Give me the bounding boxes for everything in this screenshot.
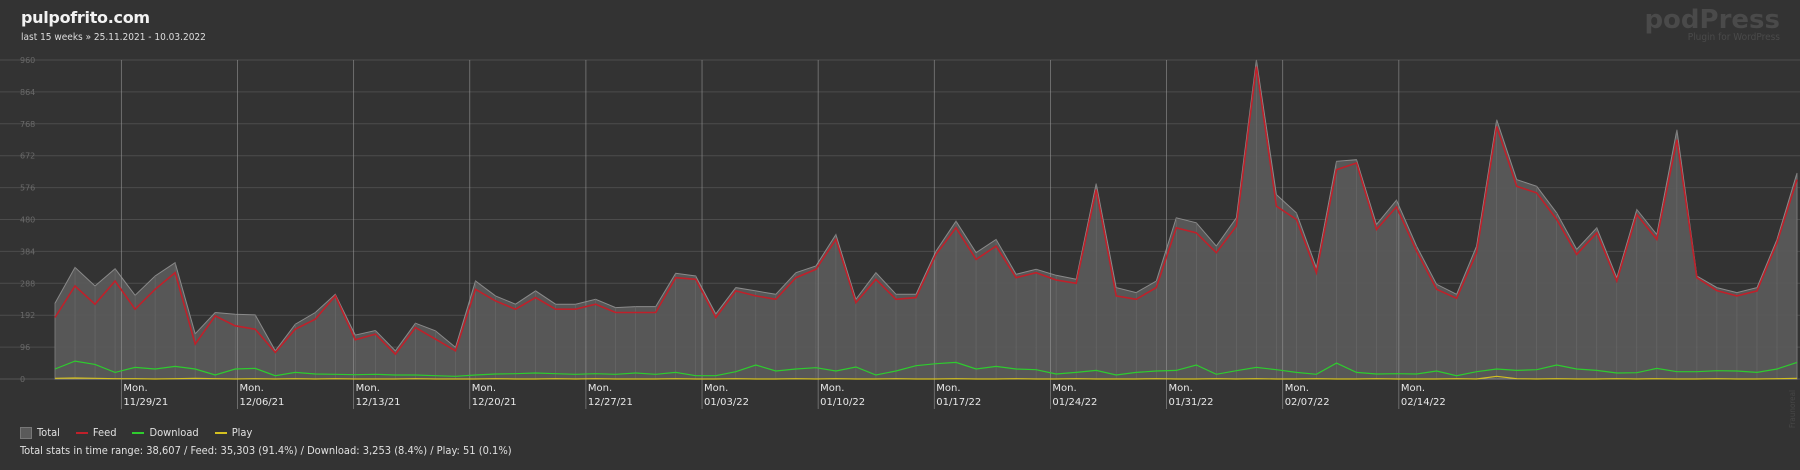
y-tick-label-10: 960 [20,56,35,65]
podpress-brand: podPress Plugin for WordPress [1644,4,1780,43]
x-tick-date-4: 12/27/21 [588,397,633,408]
feed-swatch-icon [75,431,88,434]
play-swatch-icon [214,431,227,434]
date-range-subtitle: last 15 weeks » 25.11.2021 - 10.03.2022 [21,32,206,43]
y-tick-label-9: 864 [20,88,35,97]
x-tick-day-0: Mon. [123,383,147,394]
x-tick-date-8: 01/24/22 [1052,397,1097,408]
y-tick-label-1: 96 [20,343,30,352]
brand-tagline: Plugin for WordPress [1687,32,1780,43]
y-tick-label-7: 672 [20,152,35,161]
x-tick-day-2: Mon. [356,383,380,394]
side-watermark: Fraunoreal [1788,390,1797,429]
x-tick-date-7: 01/17/22 [936,397,981,408]
download-swatch-icon [132,431,145,434]
feed-line [54,66,1798,356]
y-tick-label-3: 288 [20,279,35,288]
day-separators [54,60,1798,379]
y-axis-ticks: 0 96 192 288 384 480 576 672 768 864 960 [20,56,35,384]
y-tick-label-5: 480 [20,216,35,225]
x-tick-day-11: Mon. [1401,383,1425,394]
total-swatch-icon [20,426,32,439]
x-tick-date-5: 01/03/22 [704,397,749,408]
x-tick-day-8: Mon. [1052,383,1076,394]
x-tick-date-0: 11/29/21 [123,397,168,408]
legend-total[interactable]: Total [20,426,60,439]
x-tick-day-5: Mon. [704,383,728,394]
x-tick-day-9: Mon. [1169,383,1193,394]
x-tick-date-2: 12/13/21 [356,397,401,408]
y-tick-label-0: 0 [20,375,25,384]
brand-name: podPress [1644,5,1780,35]
week-markers [120,60,1400,409]
x-tick-date-1: 12/06/21 [239,397,284,408]
x-tick-day-1: Mon. [239,383,263,394]
legend-download-label: Download [149,426,199,439]
x-tick-date-11: 02/14/22 [1401,397,1446,408]
legend-play-label: Play [231,426,253,439]
legend-play[interactable]: Play [214,426,253,439]
download-line [54,360,1798,377]
x-tick-day-3: Mon. [472,383,496,394]
legend-feed[interactable]: Feed [75,426,117,439]
y-tick-label-4: 384 [20,247,35,256]
x-tick-date-3: 12/20/21 [472,397,517,408]
x-tick-day-10: Mon. [1285,383,1309,394]
y-tick-label-8: 768 [20,120,35,129]
series-lines [54,66,1798,380]
play-line [54,375,1798,380]
y-tick-label-2: 192 [20,311,35,320]
x-tick-date-6: 01/10/22 [820,397,865,408]
x-axis-ticks: Mon. 11/29/21 Mon. 12/06/21 Mon. 12/13/21 Mon.… [123,383,1445,408]
site-title: pulpofrito.com [21,8,150,27]
x-tick-day-4: Mon. [588,383,612,394]
legend-feed-label: Feed [92,426,117,439]
y-tick-label-6: 576 [20,184,35,193]
total-stats-summary: Total stats in time range: 38,607 / Feed… [20,444,512,457]
chart-legend: Total Feed Download Play [20,426,252,439]
x-tick-day-6: Mon. [820,383,844,394]
x-tick-date-10: 02/07/22 [1285,397,1330,408]
legend-download[interactable]: Download [132,426,199,439]
x-tick-date-9: 01/31/22 [1169,397,1214,408]
x-tick-day-7: Mon. [936,383,960,394]
legend-total-label: Total [37,426,60,439]
